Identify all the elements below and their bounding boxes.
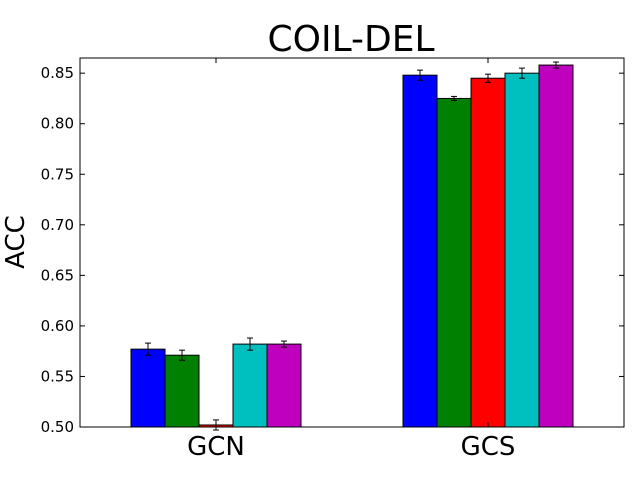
x-axis: GCN GCS <box>187 58 515 462</box>
bar <box>538 64 574 428</box>
x-tick-label: GCS <box>461 432 516 462</box>
y-tick-label: 0.55 <box>41 367 74 385</box>
bar <box>266 343 302 428</box>
y-tick-label: 0.80 <box>41 115 74 133</box>
y-tick-label: 0.70 <box>41 216 74 234</box>
bar <box>402 74 438 428</box>
plot-frame <box>79 57 625 428</box>
bar <box>164 354 200 428</box>
bars-group <box>130 64 574 428</box>
x-tick-label: GCN <box>187 432 245 462</box>
y-tick-label: 0.50 <box>41 418 74 436</box>
y-tick-label: 0.60 <box>41 317 74 335</box>
y-tick-label: 0.65 <box>41 266 74 284</box>
y-axis: 0.50 0.55 0.60 0.65 0.70 0.75 0.80 0.85 <box>41 64 624 436</box>
chart-title: COIL-DEL <box>267 19 434 60</box>
bar <box>130 348 166 428</box>
error-bars-group <box>145 61 559 431</box>
y-tick-label: 0.85 <box>41 64 74 82</box>
y-tick-label: 0.75 <box>41 165 74 183</box>
bar <box>470 77 506 428</box>
bar <box>436 97 472 428</box>
bar <box>232 343 268 428</box>
y-axis-label: ACC <box>1 215 31 269</box>
bar <box>504 72 540 428</box>
